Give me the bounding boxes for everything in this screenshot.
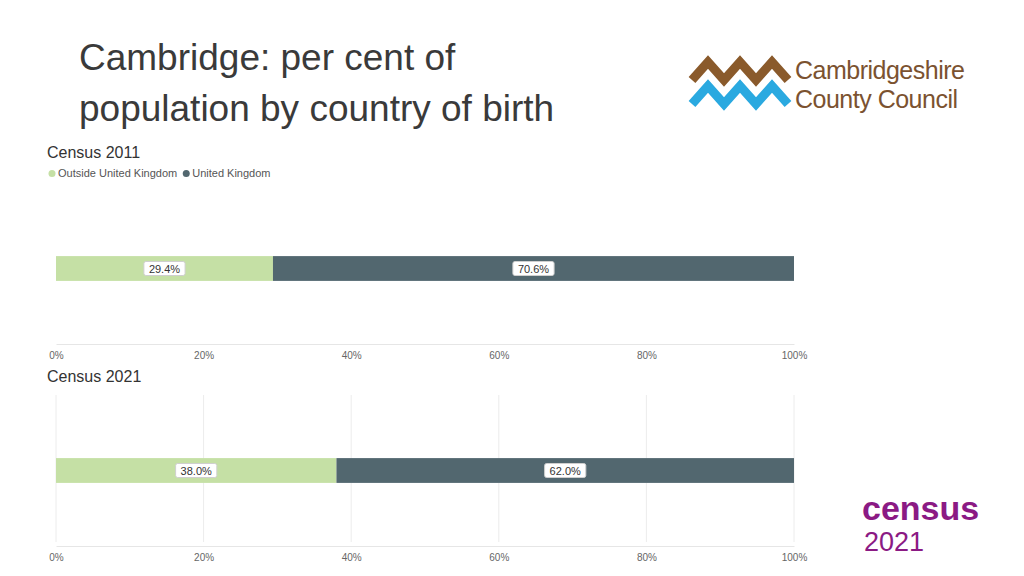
tick-label: 80%: [637, 552, 657, 563]
x-tick: 80%: [637, 546, 657, 563]
bar: [273, 256, 794, 281]
tick-label: 20%: [194, 552, 214, 563]
legend-label: United Kingdom: [192, 167, 270, 179]
legend: Outside United Kingdom United Kingdom: [49, 167, 271, 179]
legend-label: Outside United Kingdom: [58, 167, 177, 179]
page-title: Cambridge: per cent of: [79, 37, 456, 78]
data-label-box: [513, 262, 554, 276]
chart: Census 2021 38.0% 62.0% 0% 20% 40% 60% 80% 100%: [47, 368, 807, 563]
legend-marker: [183, 170, 190, 177]
x-tick: 20%: [194, 344, 214, 361]
bar: [336, 458, 794, 483]
bar: [56, 458, 336, 483]
data-label-box: [545, 464, 586, 478]
data-label-box: [176, 464, 217, 478]
x-tick: 40%: [342, 546, 362, 563]
chart-title: Census 2021: [47, 368, 141, 385]
tick-label: 40%: [342, 552, 362, 563]
bars: [56, 256, 794, 281]
bar: [56, 256, 273, 281]
chart-title: Census 2011: [47, 144, 140, 161]
data-label-text: 29.4%: [149, 263, 180, 275]
tick-label: 60%: [489, 350, 509, 361]
data-label-text: 62.0%: [550, 465, 581, 477]
x-tick: 20%: [194, 546, 214, 563]
logo-text: County Council: [795, 85, 958, 113]
data-labels: 38.0% 62.0%: [176, 464, 586, 478]
x-tick: 60%: [489, 546, 509, 563]
x-tick: 80%: [637, 344, 657, 361]
axis-line: [57, 344, 795, 345]
data-labels: 29.4% 70.6%: [144, 262, 554, 276]
tick-label: 100%: [782, 552, 808, 563]
legend-marker: [49, 170, 56, 177]
axis-line: [57, 546, 795, 547]
census-logo: 2021: [864, 527, 924, 557]
data-label-text: 70.6%: [518, 263, 549, 275]
data-label: 62.0%: [545, 464, 586, 478]
x-tick: 100%: [782, 344, 808, 361]
tick-label: 0%: [49, 350, 64, 361]
data-label: 29.4%: [144, 262, 185, 276]
tick-label: 100%: [782, 350, 808, 361]
tick-label: 20%: [194, 350, 214, 361]
grid: [56, 395, 794, 542]
census-logo: census: [862, 489, 979, 527]
tick-label: 40%: [342, 350, 362, 361]
chart: Census 2011 29.4% 70.6% 0% 20% 40% 60% 80% 100% O…: [47, 144, 807, 361]
x-tick: 0%: [49, 344, 64, 361]
x-tick: 60%: [489, 344, 509, 361]
data-label-box: [144, 262, 185, 276]
x-axis: 0% 20% 40% 60% 80% 100%: [49, 546, 807, 563]
tick-label: 80%: [637, 350, 657, 361]
logo-zigzag: [692, 62, 788, 80]
x-tick: 100%: [782, 546, 808, 563]
data-label: 38.0%: [176, 464, 217, 478]
data-label-text: 38.0%: [181, 465, 212, 477]
x-axis: 0% 20% 40% 60% 80% 100%: [49, 344, 807, 361]
data-label: 70.6%: [513, 262, 554, 276]
x-tick: 40%: [342, 344, 362, 361]
page: Cambridge: per cent of population by coun…: [0, 0, 1024, 576]
logo-text: Cambridgeshire: [795, 56, 964, 84]
tick-label: 60%: [489, 552, 509, 563]
logo-zigzag: [692, 86, 788, 104]
page-title: population by country of birth: [79, 88, 554, 129]
x-tick: 0%: [49, 546, 64, 563]
bars: [56, 458, 794, 483]
tick-label: 0%: [49, 552, 64, 563]
